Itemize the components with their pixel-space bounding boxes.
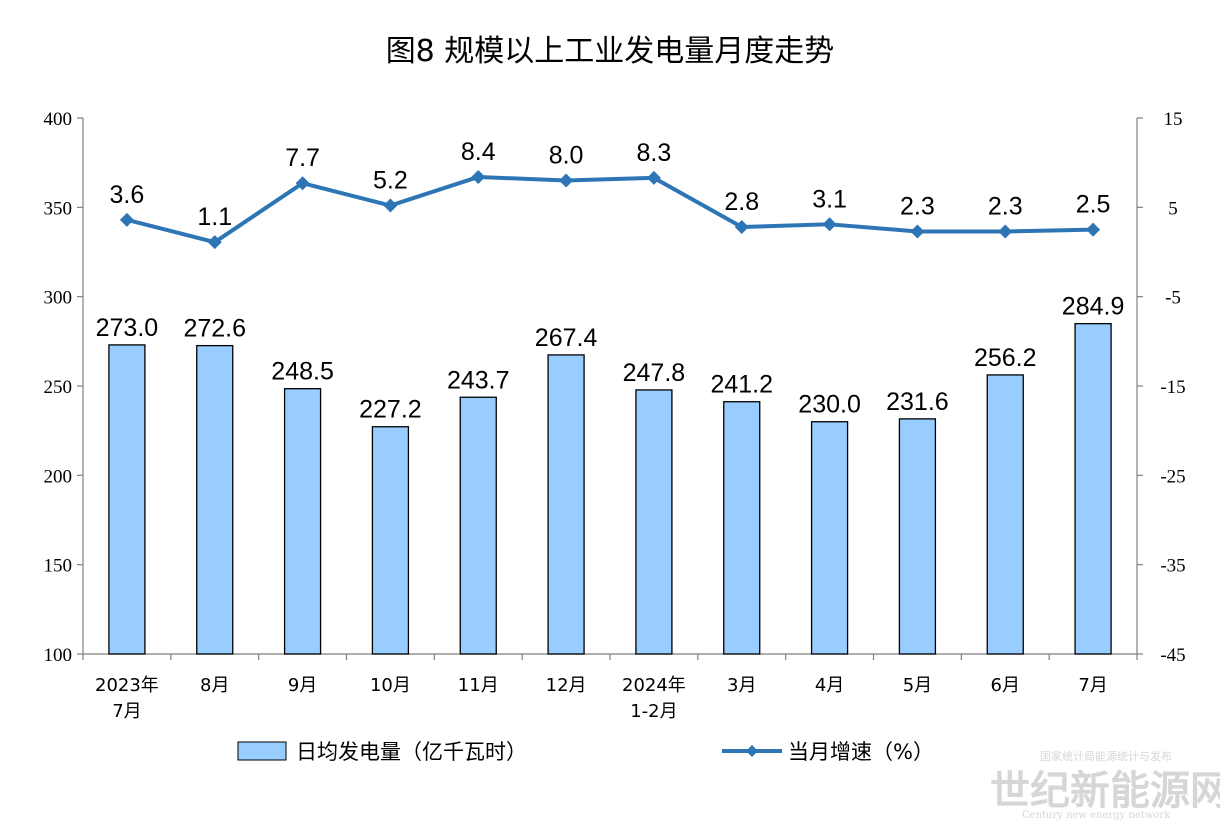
y-left-tick-label: 400 bbox=[44, 109, 73, 130]
bar bbox=[459, 396, 497, 655]
line-value-label: 2.3 bbox=[900, 192, 935, 220]
line-marker bbox=[471, 169, 486, 184]
x-tick-label: 8月 bbox=[200, 675, 229, 696]
bar-value-label: 284.9 bbox=[1062, 293, 1125, 321]
bar-value-label: 247.8 bbox=[623, 359, 686, 387]
chart-title: 图8 规模以上工业发电量月度走势 bbox=[385, 34, 835, 69]
bar bbox=[635, 389, 673, 655]
axes: 100 150 200 250 300 350 400 -45 -35 -25 -15 -5 5 15 20… bbox=[44, 109, 1186, 722]
x-tick-label: 10月 bbox=[370, 675, 411, 696]
line-marker bbox=[559, 173, 574, 188]
legend-line-marker bbox=[746, 745, 758, 757]
y-right-tick-label: -5 bbox=[1165, 288, 1181, 309]
x-tick-label: 7月 bbox=[112, 701, 141, 722]
line-marker bbox=[295, 176, 310, 191]
x-tick-label: 7月 bbox=[1078, 675, 1107, 696]
data-labels: 273.0 272.6 248.5 227.2 243.7 267.4 247.8 241.2… bbox=[96, 138, 1125, 424]
bar-value-label: 241.2 bbox=[710, 371, 773, 399]
x-tick-label: 4月 bbox=[815, 675, 844, 696]
x-tick-label: 6月 bbox=[991, 675, 1020, 696]
watermark-top: 国家统计局能源统计与发布 bbox=[1040, 749, 1172, 763]
bar bbox=[547, 354, 585, 655]
watermark: 国家统计局能源统计与发布 世纪新能源网 Century new energy n… bbox=[990, 749, 1220, 821]
x-tick-label: 3月 bbox=[727, 675, 756, 696]
y-left-tick-label: 300 bbox=[44, 288, 73, 309]
bar bbox=[108, 344, 146, 655]
y-left-tick-label: 200 bbox=[44, 466, 73, 487]
line-marker bbox=[734, 219, 749, 234]
x-tick-label: 2023年 bbox=[95, 675, 159, 696]
bar-value-label: 273.0 bbox=[96, 314, 159, 342]
y-right-tick-label: -15 bbox=[1160, 377, 1185, 398]
bar bbox=[371, 426, 410, 655]
bar bbox=[810, 421, 849, 655]
bar bbox=[723, 401, 761, 655]
legend: 日均发电量（亿千瓦时） 当月增速（%） bbox=[237, 740, 934, 764]
line-series bbox=[119, 169, 1101, 250]
bar bbox=[986, 374, 1024, 655]
bar bbox=[898, 418, 937, 655]
y-left-tick-label: 150 bbox=[44, 556, 73, 577]
line-marker bbox=[119, 212, 134, 227]
x-tick-label: 5月 bbox=[903, 675, 932, 696]
line-value-label: 3.6 bbox=[110, 181, 145, 209]
y-right-tick-label: -25 bbox=[1160, 466, 1185, 487]
y-right-tick-label: -45 bbox=[1160, 645, 1185, 666]
x-tick-label: 1-2月 bbox=[630, 701, 677, 722]
line-value-label: 1.1 bbox=[197, 203, 232, 231]
bar bbox=[196, 344, 234, 655]
bar-value-label: 272.6 bbox=[183, 315, 246, 343]
line-value-label: 8.3 bbox=[637, 139, 672, 167]
line-value-label: 3.1 bbox=[812, 185, 847, 213]
watermark-sub: Century new energy network bbox=[1022, 810, 1171, 821]
x-tick-label: 2024年 bbox=[622, 675, 686, 696]
line-value-label: 8.0 bbox=[549, 142, 584, 170]
line-value-label: 5.2 bbox=[373, 167, 408, 195]
line-value-label: 2.5 bbox=[1076, 191, 1111, 219]
growth-line bbox=[126, 174, 1094, 245]
line-marker bbox=[383, 198, 398, 213]
legend-bar-swatch bbox=[237, 741, 287, 761]
bar-value-label: 243.7 bbox=[447, 366, 510, 394]
bar-value-label: 230.0 bbox=[798, 391, 861, 419]
y-left-tick-label: 350 bbox=[44, 198, 73, 219]
y-right-tick-label: 5 bbox=[1168, 198, 1178, 219]
y-left-tick-label: 250 bbox=[44, 377, 73, 398]
line-value-label: 8.4 bbox=[461, 138, 496, 166]
legend-line-label: 当月增速（%） bbox=[788, 740, 934, 764]
x-tick-label: 9月 bbox=[288, 675, 317, 696]
bar bbox=[283, 388, 322, 655]
line-marker bbox=[998, 224, 1013, 239]
line-marker bbox=[646, 170, 661, 185]
y-left-tick-label: 100 bbox=[44, 645, 73, 666]
legend-bar-label: 日均发电量（亿千瓦时） bbox=[296, 740, 527, 764]
bar-value-label: 267.4 bbox=[535, 324, 598, 352]
x-tick-label: 12月 bbox=[546, 675, 587, 696]
line-marker bbox=[910, 224, 925, 239]
line-value-label: 7.7 bbox=[285, 144, 320, 172]
bar-value-label: 231.6 bbox=[886, 388, 949, 416]
bar bbox=[1074, 322, 1112, 655]
y-right-tick-label: 15 bbox=[1164, 109, 1183, 130]
x-tick-label: 11月 bbox=[458, 675, 499, 696]
bar-value-label: 248.5 bbox=[271, 358, 334, 386]
bar-value-label: 227.2 bbox=[359, 396, 422, 424]
line-value-label: 2.8 bbox=[724, 188, 759, 216]
y-right-tick-label: -35 bbox=[1160, 556, 1185, 577]
line-marker bbox=[1086, 222, 1101, 237]
line-marker bbox=[822, 217, 837, 232]
watermark-main: 世纪新能源网 bbox=[990, 767, 1220, 814]
bar-value-label: 256.2 bbox=[974, 344, 1037, 372]
line-marker bbox=[207, 235, 222, 250]
line-value-label: 2.3 bbox=[988, 192, 1023, 220]
bar-series bbox=[108, 322, 1112, 655]
